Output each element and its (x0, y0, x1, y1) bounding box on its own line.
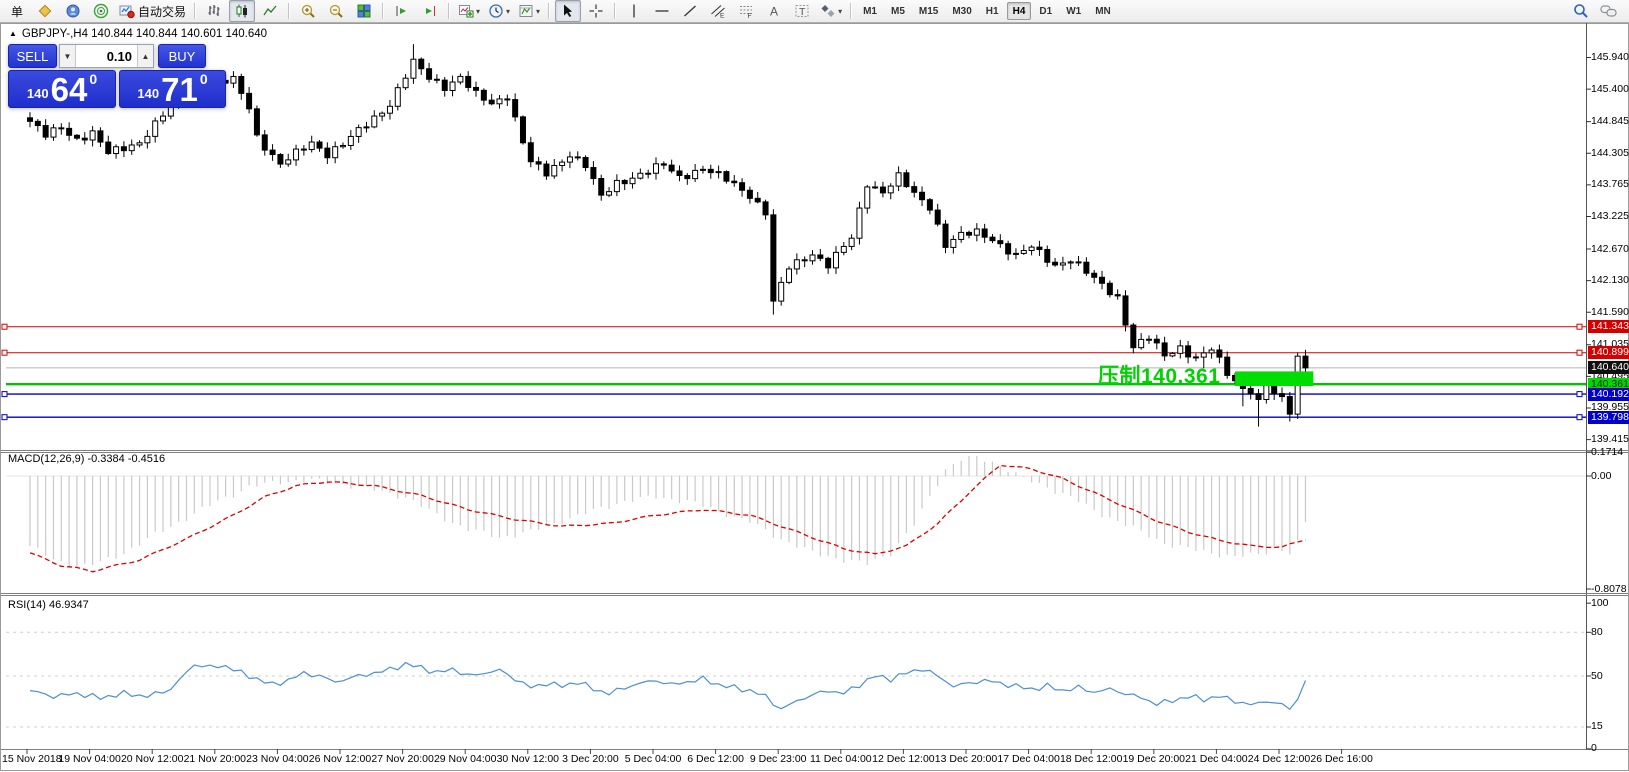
timeframe-group: M1 M5 M15 M30 H1 H4 D1 W1 MN (856, 2, 1118, 20)
tf-MN[interactable]: MN (1089, 2, 1117, 20)
tf-H1[interactable]: H1 (980, 2, 1005, 20)
periods-button[interactable]: ▾ (485, 0, 513, 22)
volume-input[interactable] (76, 45, 137, 67)
buy-price-box[interactable]: 140 71 0 (119, 70, 226, 108)
trendline-icon[interactable] (677, 0, 703, 22)
svg-text:A: A (770, 5, 778, 19)
autotrading-button[interactable]: 自动交易 (116, 0, 189, 22)
buy-button[interactable]: BUY (158, 44, 206, 68)
toolbar-separator (850, 3, 853, 19)
main-toolbar: 单 自动交易 ▾ ▾ ▾ (0, 0, 1629, 23)
community-icon[interactable] (60, 0, 86, 22)
toolbar-separator (448, 3, 451, 19)
sell-button[interactable]: SELL (8, 44, 57, 68)
tf-M15[interactable]: M15 (913, 2, 944, 20)
market-watch-icon[interactable] (32, 0, 58, 22)
volume-increase-button[interactable]: ▲ (137, 45, 153, 67)
new-order-button[interactable]: 单 (10, 4, 23, 19)
chevron-down-icon: ▾ (536, 6, 541, 16)
zoom-in-icon[interactable] (295, 0, 321, 22)
line-chart-icon[interactable] (257, 0, 283, 22)
fibonacci-icon[interactable]: F (733, 0, 759, 22)
crosshair-icon[interactable] (583, 0, 609, 22)
buy-price-pips: 71 (161, 71, 198, 108)
arrows-button[interactable]: ▾ (817, 0, 845, 22)
zoom-out-icon[interactable] (323, 0, 349, 22)
bar-chart-icon[interactable] (201, 0, 227, 22)
chevron-down-icon: ▾ (506, 6, 511, 16)
svg-text:E: E (720, 13, 725, 20)
chart-window: ▲ GBPJPY-,H4 140.844 140.844 140.601 140.… (0, 23, 1629, 772)
chevron-down-icon: ▾ (838, 6, 843, 16)
toolbar-separator (288, 3, 291, 19)
tf-M5[interactable]: M5 (885, 2, 911, 20)
tile-windows-icon[interactable] (351, 0, 377, 22)
candlestick-chart-icon[interactable] (229, 0, 256, 22)
volume-control: ▼ ▲ (59, 44, 154, 68)
tf-W1[interactable]: W1 (1060, 2, 1087, 20)
channel-icon[interactable]: E (705, 0, 731, 22)
text-icon[interactable]: A (761, 0, 787, 22)
sell-price-fraction: 0 (89, 71, 98, 87)
tf-M1[interactable]: M1 (857, 2, 883, 20)
autotrading-label: 自动交易 (138, 4, 187, 19)
text-label-icon[interactable]: T (789, 0, 815, 22)
chevron-down-icon: ▾ (476, 6, 481, 16)
buy-price-fraction: 0 (199, 71, 208, 87)
rsi-line (29, 661, 1307, 711)
sell-price-pips: 64 (50, 71, 88, 108)
tf-M30[interactable]: M30 (946, 2, 977, 20)
search-icon[interactable] (1568, 0, 1594, 22)
sell-price-box[interactable]: 140 64 0 (8, 70, 116, 108)
toolbar-separator (194, 3, 197, 19)
indicators-button[interactable]: ▾ (455, 0, 483, 22)
svg-text:T: T (799, 6, 806, 18)
buy-price-integer: 140 (137, 86, 160, 101)
macd-signal-line (29, 464, 1306, 573)
sell-price-integer: 140 (26, 86, 49, 101)
cursor-icon[interactable] (555, 0, 582, 22)
vertical-line-icon[interactable] (621, 0, 647, 22)
chart-canvas[interactable] (0, 23, 1629, 772)
tf-D1[interactable]: D1 (1033, 2, 1058, 20)
macd-histogram (29, 455, 1307, 568)
signals-icon[interactable] (88, 0, 114, 22)
shift-end-icon[interactable] (389, 0, 415, 22)
volume-decrease-button[interactable]: ▼ (60, 45, 76, 67)
chat-icon[interactable] (1596, 0, 1622, 22)
svg-text:F: F (748, 13, 752, 19)
toolbar-separator (382, 3, 385, 19)
toolbar-separator (614, 3, 617, 19)
toolbar-separator (548, 3, 551, 19)
horizontal-line-icon[interactable] (649, 0, 675, 22)
templates-button[interactable]: ▾ (515, 0, 543, 22)
autotrading-icon (119, 3, 135, 19)
auto-scroll-icon[interactable] (417, 0, 443, 22)
tf-H4[interactable]: H4 (1006, 2, 1032, 20)
